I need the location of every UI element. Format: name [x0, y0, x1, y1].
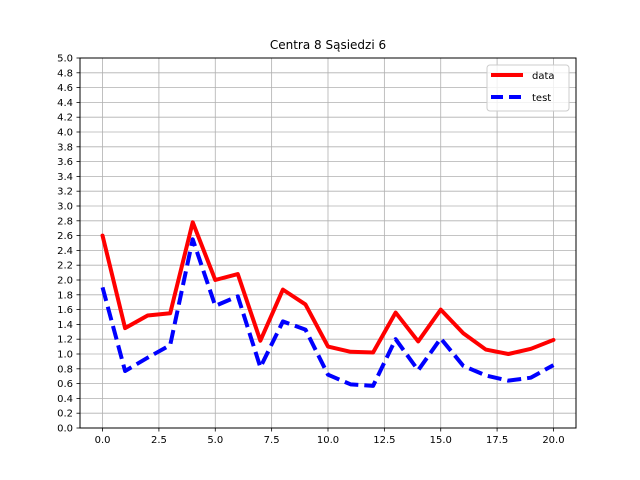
x-tick-label: 17.5 — [486, 435, 508, 446]
legend-box — [486, 64, 570, 112]
y-tick-label: 1.2 — [57, 335, 73, 346]
x-tick-label: 12.5 — [373, 435, 395, 446]
y-tick-label: 4.0 — [57, 128, 73, 139]
y-tick-label: 0.6 — [57, 379, 73, 390]
y-tick-label: 2.0 — [57, 276, 73, 287]
x-tick-label: 5.0 — [207, 435, 223, 446]
y-tick-label: 0.0 — [57, 424, 73, 435]
x-tick-label: 7.5 — [264, 435, 280, 446]
y-tick-label: 1.8 — [57, 290, 73, 301]
y-tick-label: 0.8 — [57, 364, 73, 375]
series-line-test — [100, 237, 555, 388]
series-line-data — [100, 220, 556, 356]
y-tick-label: 4.2 — [57, 113, 73, 124]
legend: data test — [486, 64, 570, 112]
y-tick-label: 2.8 — [57, 216, 73, 227]
y-tick-label: 1.6 — [57, 305, 73, 316]
x-tick-label: 20.0 — [542, 435, 564, 446]
legend-label-data: data — [532, 71, 555, 82]
y-tick-label: 3.8 — [57, 142, 73, 153]
x-tick-label: 10.0 — [317, 435, 339, 446]
y-tick-label: 3.0 — [57, 202, 73, 213]
x-tick-label: 2.5 — [151, 435, 167, 446]
y-tick-label: 0.4 — [57, 394, 73, 405]
y-tick-label: 5.0 — [57, 54, 73, 65]
series-lines — [100, 220, 556, 388]
y-tick-label: 1.0 — [57, 350, 73, 361]
legend-label-test: test — [532, 93, 551, 104]
y-tick-label: 2.2 — [57, 261, 73, 272]
y-tick-label: 0.2 — [57, 409, 73, 420]
y-tick-label: 4.4 — [57, 98, 73, 109]
y-tick-label: 1.4 — [57, 320, 73, 331]
y-tick-label: 2.4 — [57, 246, 73, 257]
y-tick-label: 3.4 — [57, 172, 73, 183]
y-tick-label: 3.6 — [57, 157, 73, 168]
axis-ticks: 0.0 2.5 5.0 7.5 10.0 12.5 15.0 17.5 20.0 0.0 0.2 0.… — [57, 54, 564, 447]
y-tick-label: 4.8 — [57, 68, 73, 79]
y-tick-label: 3.2 — [57, 187, 73, 198]
chart-title: Centra 8 Sąsiedzi 6 — [270, 38, 386, 52]
y-tick-label: 2.6 — [57, 231, 73, 242]
x-tick-label: 15.0 — [430, 435, 452, 446]
y-tick-label: 4.6 — [57, 83, 73, 94]
x-tick-label: 0.0 — [95, 435, 111, 446]
